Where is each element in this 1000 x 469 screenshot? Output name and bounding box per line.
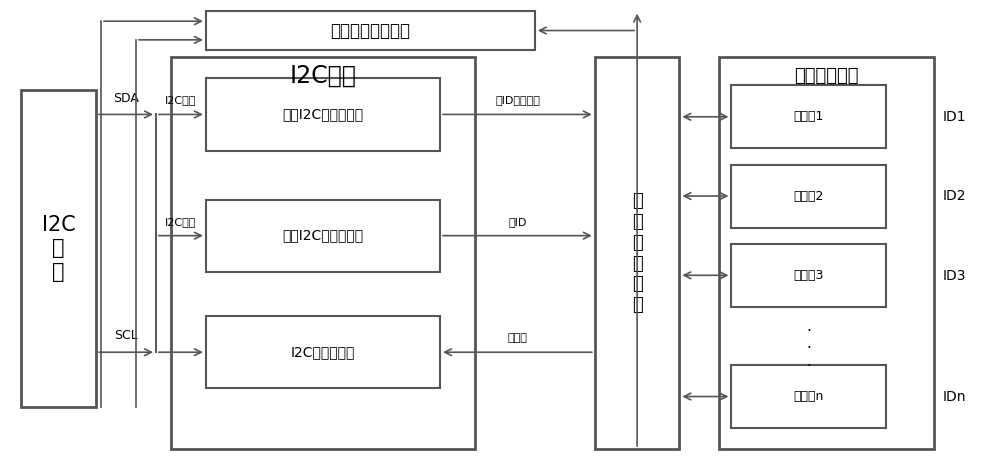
Text: 第二I2C读写寄存器: 第二I2C读写寄存器 [282, 229, 364, 242]
Text: ID3: ID3 [943, 269, 966, 282]
Text: I2C地址: I2C地址 [165, 96, 197, 106]
Bar [206, 199, 440, 272]
Text: I2C从机: I2C从机 [290, 64, 356, 88]
Text: 寄存器2: 寄存器2 [793, 189, 824, 203]
Bar [731, 165, 886, 227]
Text: 读写使能控制单元: 读写使能控制单元 [330, 22, 410, 39]
Text: ·
·
·: · · · [807, 324, 812, 374]
Bar [731, 244, 886, 307]
Text: 寄存器3: 寄存器3 [793, 269, 824, 282]
Bar [171, 57, 475, 449]
Text: I2C地址: I2C地址 [165, 217, 197, 227]
Text: 内部寄存器堆: 内部寄存器堆 [794, 67, 859, 85]
Text: I2C
主
机: I2C 主 机 [42, 215, 76, 282]
Text: 写ID及写数据: 写ID及写数据 [495, 96, 540, 106]
Bar [719, 57, 934, 449]
Bar [206, 316, 440, 388]
Bar [21, 90, 96, 407]
Bar [206, 11, 535, 50]
Bar [731, 85, 886, 148]
Text: I2C只读寄存器: I2C只读寄存器 [291, 345, 355, 359]
Text: IDn: IDn [943, 390, 966, 404]
Text: SCL: SCL [114, 329, 138, 342]
Bar [206, 78, 440, 151]
Text: ID1: ID1 [943, 110, 966, 124]
Bar [731, 365, 886, 428]
Text: 读
写
操
作
单
元: 读 写 操 作 单 元 [632, 192, 642, 314]
Text: 第一I2C读写寄存器: 第一I2C读写寄存器 [282, 107, 364, 121]
Text: 寄存器1: 寄存器1 [793, 110, 824, 123]
Text: 读数据: 读数据 [508, 333, 527, 343]
Text: 读ID: 读ID [508, 217, 527, 227]
Text: SDA: SDA [113, 91, 139, 105]
Text: 寄存器n: 寄存器n [793, 390, 824, 403]
Bar [595, 57, 679, 449]
Text: ID2: ID2 [943, 189, 966, 203]
